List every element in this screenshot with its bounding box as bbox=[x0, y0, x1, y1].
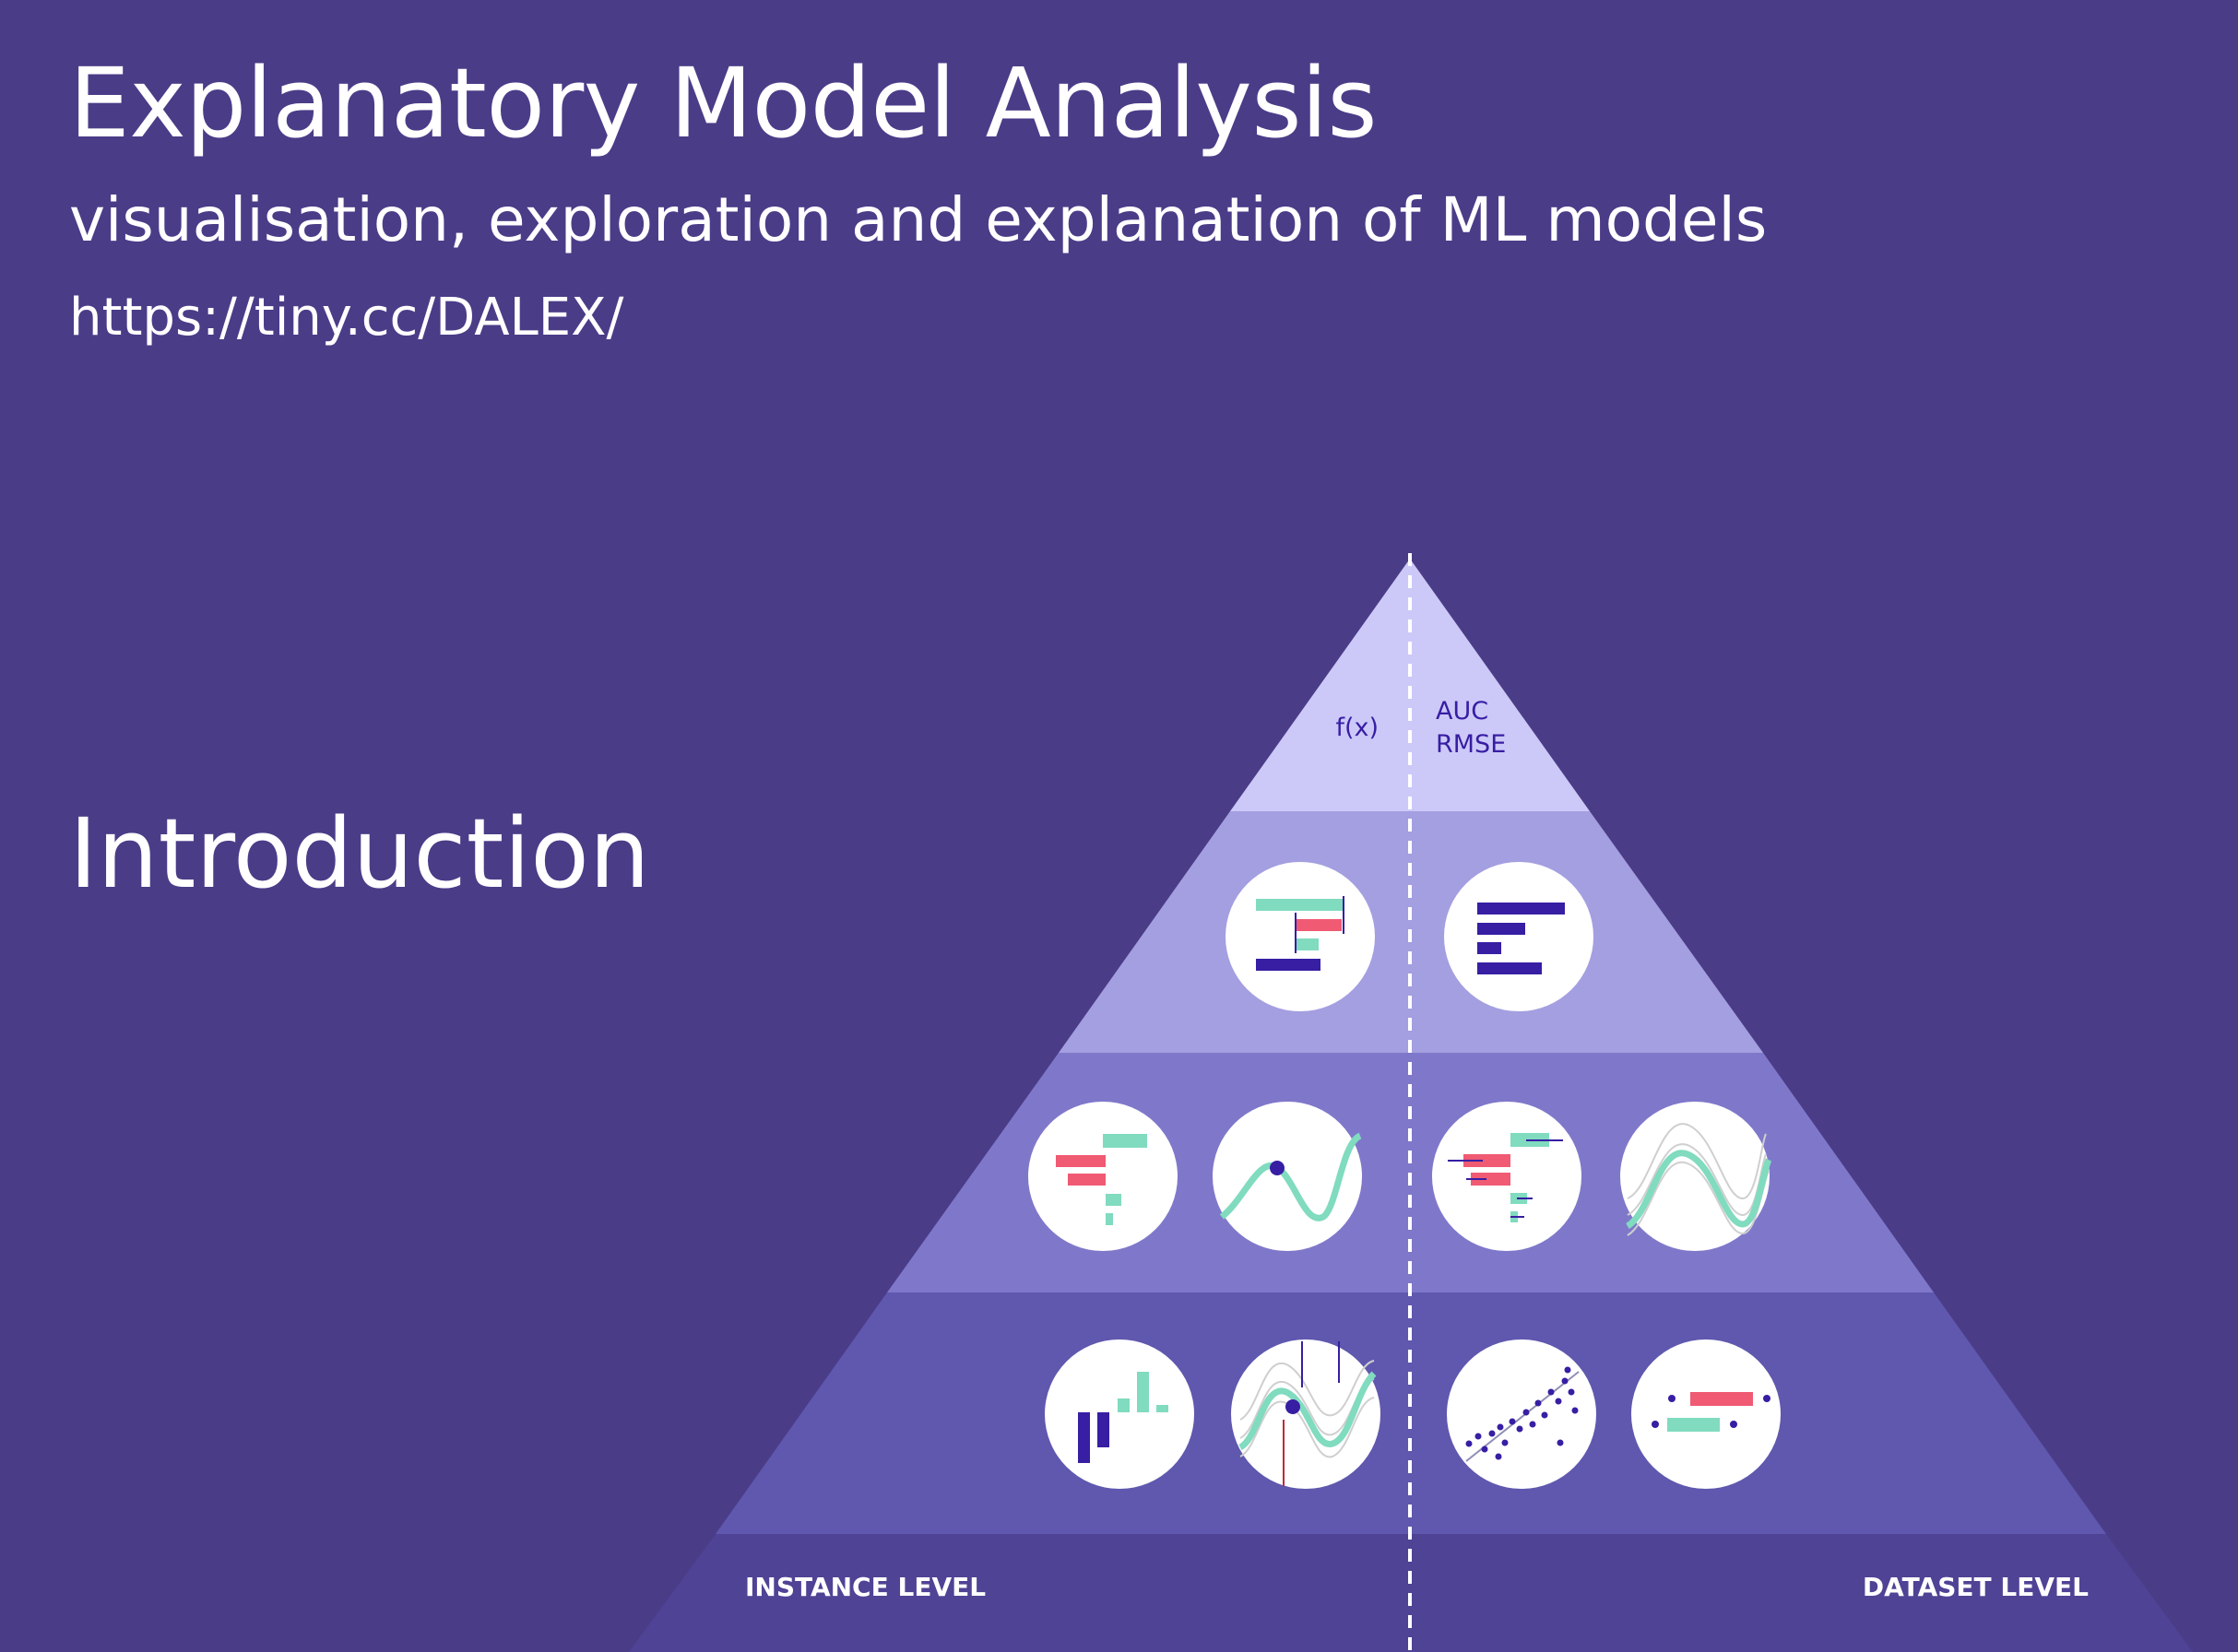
ice-profiles-icon bbox=[1231, 1339, 1380, 1489]
ceteris-paribus-icon bbox=[1213, 1102, 1362, 1251]
partial-dependence-icon bbox=[1620, 1102, 1772, 1251]
model-performance-icon bbox=[1631, 1339, 1781, 1489]
instance-level-label: INSTANCE LEVEL bbox=[745, 1572, 986, 1602]
page-subtitle: visualisation, exploration and explanati… bbox=[69, 184, 1768, 255]
top-right-label-line2: RMSE bbox=[1436, 730, 1506, 759]
lime-icon bbox=[1045, 1339, 1194, 1489]
section-title: Introduction bbox=[69, 797, 650, 910]
top-left-label: f(x) bbox=[1335, 714, 1379, 742]
pyramid-tier-4 bbox=[716, 1292, 2106, 1534]
break-down-icon bbox=[1226, 862, 1375, 1011]
shap-icon bbox=[1028, 1102, 1178, 1251]
dataset-level-label: DATASET LEVEL bbox=[1863, 1572, 2089, 1602]
top-right-label-line1: AUC bbox=[1436, 697, 1488, 726]
url-link[interactable]: https://tiny.cc/DALEX/ bbox=[69, 288, 624, 348]
pyramid-tier-1 bbox=[1230, 559, 1590, 811]
variable-importance-icon bbox=[1444, 862, 1593, 1011]
residuals-scatter-icon bbox=[1447, 1339, 1596, 1489]
page-title: Explanatory Model Analysis bbox=[69, 47, 1378, 159]
shap-dataset-icon bbox=[1432, 1102, 1581, 1251]
